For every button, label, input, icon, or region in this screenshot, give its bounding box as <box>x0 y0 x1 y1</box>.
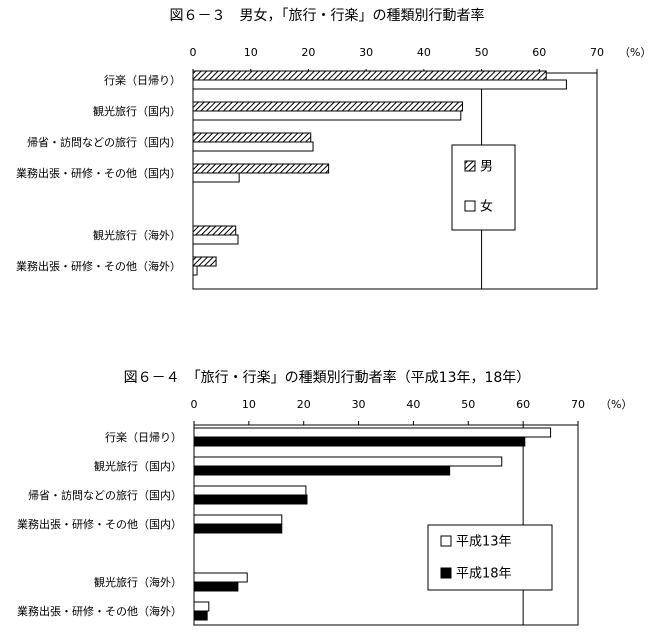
x-tick-label: 10 <box>244 46 258 59</box>
bar <box>193 456 503 467</box>
bar <box>192 141 314 152</box>
legend-swatch <box>440 535 452 547</box>
category-label: 観光旅行（国内） <box>94 459 182 473</box>
bar <box>192 132 312 143</box>
x-tick-label: 70 <box>571 398 585 411</box>
category-label: 業務出張・研修・その他（海外） <box>17 604 182 618</box>
bar <box>192 79 567 90</box>
bar <box>192 256 217 267</box>
bar <box>193 485 307 496</box>
x-unit: （%） <box>600 398 632 411</box>
chart-title: 図６－４ 「旅行・行楽」の種類別行動者率（平成13年，18年） <box>124 369 531 386</box>
bar <box>192 265 198 276</box>
x-tick-label: 40 <box>406 398 420 411</box>
bar <box>192 225 237 236</box>
x-tick-label: 60 <box>532 46 546 59</box>
legend-label: 男 <box>480 160 493 175</box>
category-label: 行楽（日帰り） <box>105 431 182 444</box>
x-tick-label: 20 <box>301 46 315 59</box>
legend-swatch <box>464 200 476 212</box>
bar <box>193 572 248 583</box>
category-label: 帰省・訪問などの旅行（国内） <box>27 135 181 149</box>
category-label: 業務出張・研修・その他（国内） <box>17 517 182 531</box>
legend-swatch <box>440 567 452 579</box>
bar <box>193 523 283 534</box>
category-label: 観光旅行（国内） <box>93 104 181 118</box>
x-tick-label: 30 <box>352 398 366 411</box>
x-tick-label: 60 <box>516 398 530 411</box>
category-label: 業務出張・研修・その他（国内） <box>16 166 181 180</box>
x-tick-label: 30 <box>359 46 373 59</box>
x-tick-label: 50 <box>461 398 475 411</box>
x-tick-label: 20 <box>297 398 311 411</box>
category-label: 観光旅行（海外） <box>93 228 181 242</box>
bar <box>193 465 451 476</box>
x-tick-label: 70 <box>590 46 604 59</box>
legend-label: 平成13年 <box>456 535 512 550</box>
bar <box>193 581 239 592</box>
x-tick-label: 0 <box>191 398 198 411</box>
bar <box>193 427 552 438</box>
bar <box>193 514 283 525</box>
legend-label: 平成18年 <box>456 567 512 582</box>
bar <box>192 234 239 245</box>
legend-swatch <box>464 160 476 172</box>
bar <box>192 110 462 121</box>
x-tick-label: 10 <box>242 398 256 411</box>
legend-box <box>451 144 516 231</box>
bar <box>192 172 240 183</box>
bar <box>192 101 464 112</box>
category-label: 帰省・訪問などの旅行（国内） <box>28 488 182 502</box>
x-unit: （%） <box>619 46 651 59</box>
category-label: 行楽（日帰り） <box>104 74 181 87</box>
x-tick-label: 40 <box>417 46 431 59</box>
x-tick-label: 0 <box>190 46 197 59</box>
x-tick-label: 50 <box>475 46 489 59</box>
bar <box>193 610 208 621</box>
category-label: 観光旅行（海外） <box>94 575 182 589</box>
bar <box>193 494 308 505</box>
bar <box>193 436 526 447</box>
bar <box>192 70 547 81</box>
category-label: 業務出張・研修・その他（海外） <box>16 259 181 273</box>
chart-title: 図６－３ 男女，「旅行・行楽」の種類別行動者率 <box>170 7 485 24</box>
bar <box>193 601 210 612</box>
legend-label: 女 <box>480 199 493 215</box>
bar <box>192 163 330 174</box>
